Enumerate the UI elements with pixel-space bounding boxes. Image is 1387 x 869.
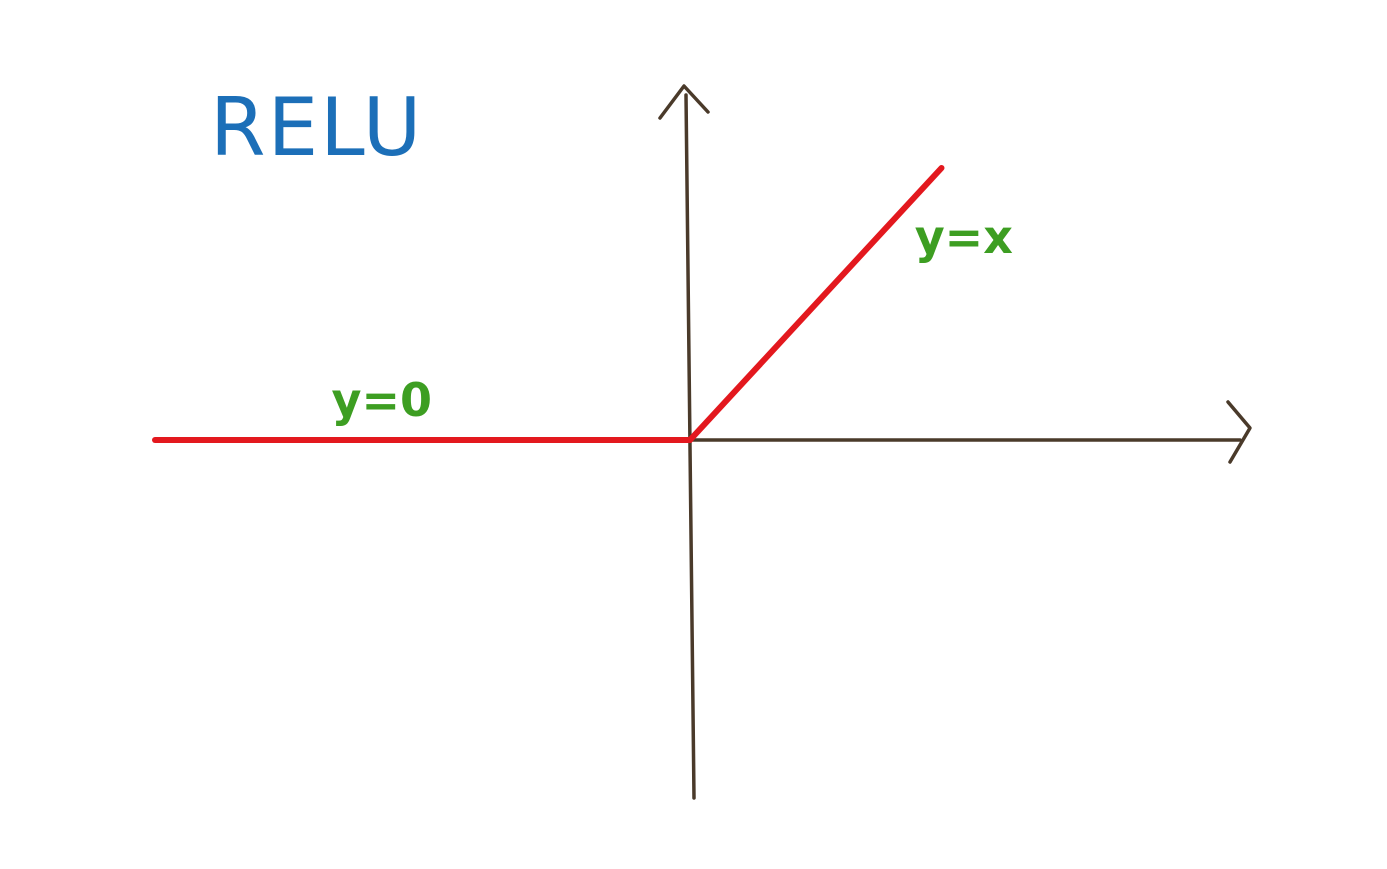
y-axis	[684, 93, 696, 800]
series-layer	[152, 165, 945, 443]
label-layer: y=0 y=x	[332, 210, 1013, 427]
series-line-1	[687, 165, 945, 443]
axes	[658, 84, 1252, 800]
annotation-label-1: y=x	[915, 210, 1013, 264]
y-axis-arrow-icon	[658, 84, 710, 120]
chart-title: RELU	[210, 81, 423, 174]
annotation-label-0: y=0	[332, 373, 433, 427]
x-axis-arrow-icon	[1226, 400, 1252, 464]
